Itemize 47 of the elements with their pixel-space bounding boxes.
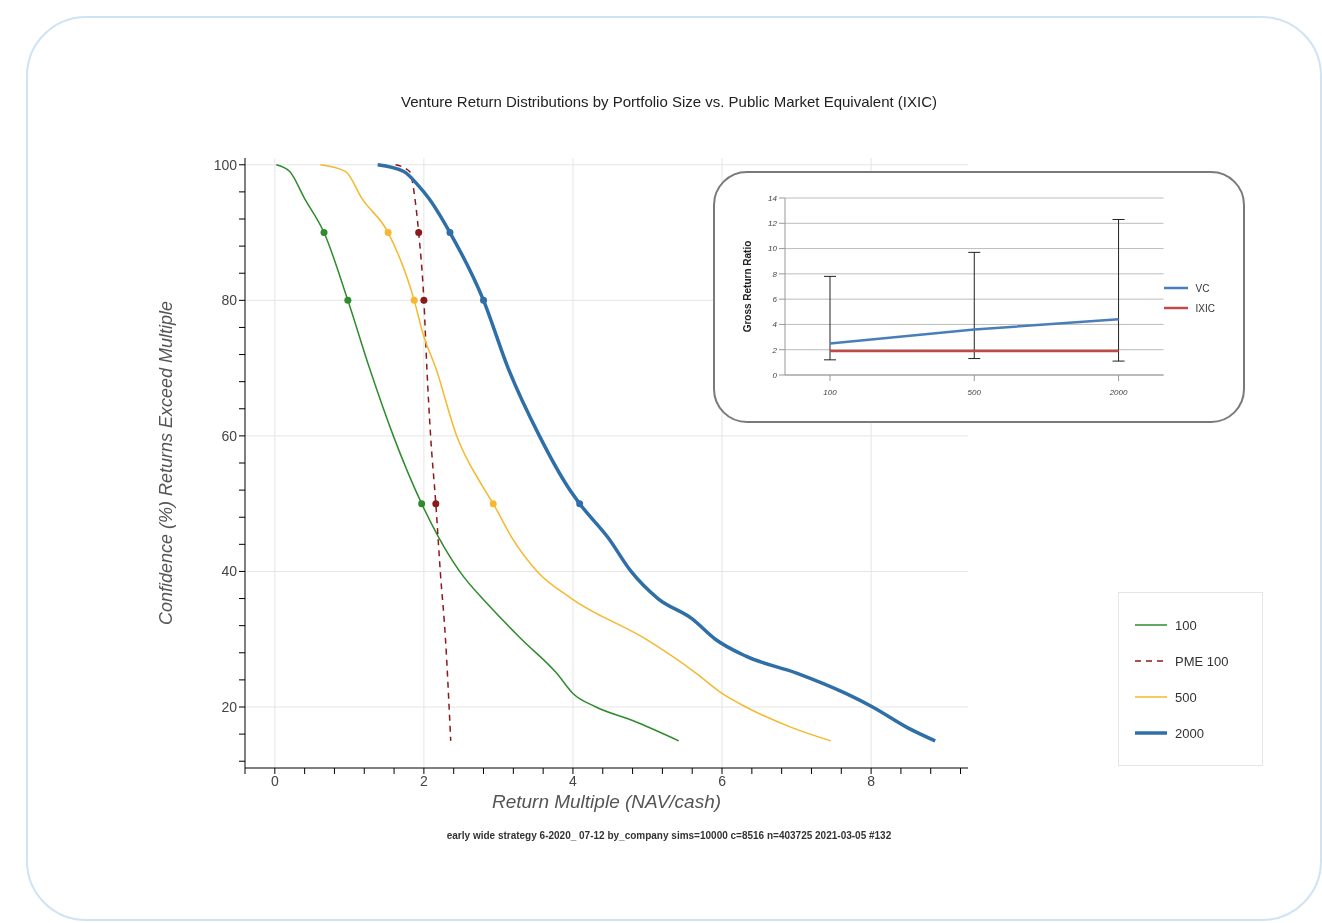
y-tick-label: 8: [772, 269, 778, 279]
point: [420, 296, 428, 304]
y-tick-label: 60: [221, 427, 238, 444]
line-series: [275, 164, 680, 742]
line-series: [394, 164, 452, 742]
point: [489, 500, 497, 508]
legend-label: PME 100: [1175, 653, 1229, 669]
point: [576, 500, 584, 508]
y-tick-label: 14: [768, 193, 778, 203]
x-axis-title: Return Multiple (NAV/cash): [491, 791, 722, 812]
x-tick-label: 500: [967, 387, 982, 397]
legend-label: 2000: [1175, 725, 1204, 741]
x-tick-label: 2000: [1108, 387, 1128, 397]
point: [320, 229, 328, 237]
chart-title: Venture Return Distributions by Portfolio Size vs. Public Market Equivalent (IXIC): [399, 93, 939, 110]
point: [446, 229, 454, 237]
y-axis-title: Confidence (%) Returns Exceed Multiple: [156, 300, 177, 626]
point: [415, 229, 423, 237]
y-tick-label: 4: [772, 320, 778, 330]
y-tick-label: 80: [221, 292, 238, 309]
y-tick-label: 0: [772, 370, 778, 380]
x-tick-label: 0: [270, 772, 279, 789]
y-axis-title: Gross Return Ratio: [741, 240, 753, 333]
point: [384, 229, 392, 237]
legend-label: IXIC: [1195, 302, 1215, 314]
x-tick-label: 4: [569, 772, 578, 789]
y-tick-label: 6: [772, 294, 778, 304]
x-tick-label: 6: [718, 772, 727, 789]
point: [480, 296, 488, 304]
point: [418, 500, 426, 508]
y-tick-label: 20: [221, 698, 238, 715]
y-tick-label: 40: [221, 563, 238, 580]
legend-label: VC: [1195, 282, 1210, 294]
y-tick-label: 2: [771, 345, 778, 355]
y-tick-label: 10: [768, 244, 778, 254]
x-tick-label: 8: [867, 772, 876, 789]
y-tick-label: 100: [213, 156, 238, 173]
point: [410, 296, 418, 304]
x-tick-label: 2: [419, 772, 428, 789]
text: early wide strategy 6-2020_ 07-12 by_company sims=10000 c=8516 n=403725 2021-03-05 #132: [445, 830, 893, 841]
legend-label: 500: [1175, 689, 1197, 705]
point: [432, 500, 440, 508]
legend-label: 100: [1175, 617, 1197, 633]
y-tick-label: 12: [768, 219, 778, 229]
point: [344, 296, 352, 304]
x-tick-label: 100: [823, 387, 838, 397]
line-series: [375, 163, 937, 743]
